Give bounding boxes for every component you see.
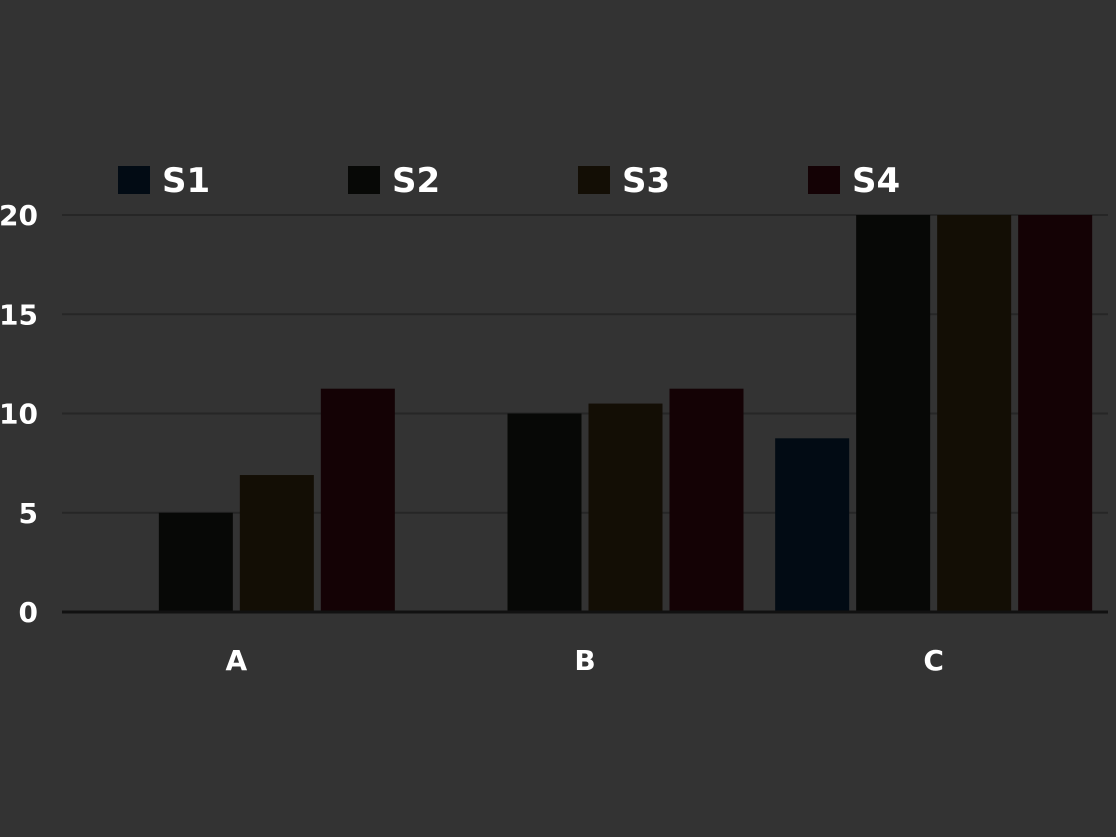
y-tick-label: 5 — [19, 497, 38, 530]
x-tick-label: B — [574, 644, 595, 677]
bar — [588, 403, 663, 612]
y-tick-label: 15 — [0, 298, 38, 331]
y-tick-label: 10 — [0, 398, 38, 431]
x-axis-ticks: A B C — [225, 644, 943, 677]
y-axis-ticks: 0 5 10 15 20 — [0, 199, 38, 629]
legend-swatch — [578, 166, 610, 194]
bar — [320, 388, 395, 612]
y-tick-label: 0 — [19, 596, 38, 629]
legend-label: S3 — [622, 161, 670, 201]
legend-swatch — [808, 166, 840, 194]
bar — [856, 215, 931, 612]
legend: S1 S2 S3 S4 — [118, 161, 900, 201]
bar — [239, 475, 314, 612]
bar — [937, 215, 1012, 612]
bar — [158, 512, 233, 612]
legend-label: S2 — [392, 161, 440, 201]
legend-label: S4 — [852, 161, 900, 201]
legend-swatch — [118, 166, 150, 194]
x-tick-label: C — [923, 644, 944, 677]
gridlines — [62, 214, 1108, 514]
bar — [507, 413, 582, 612]
bar — [775, 438, 850, 612]
y-tick-label: 20 — [0, 199, 38, 232]
bar — [1018, 215, 1093, 612]
legend-label: S1 — [162, 161, 210, 201]
legend-swatch — [348, 166, 380, 194]
x-tick-label: A — [225, 644, 247, 677]
bars — [158, 215, 1093, 612]
bar — [669, 388, 744, 612]
